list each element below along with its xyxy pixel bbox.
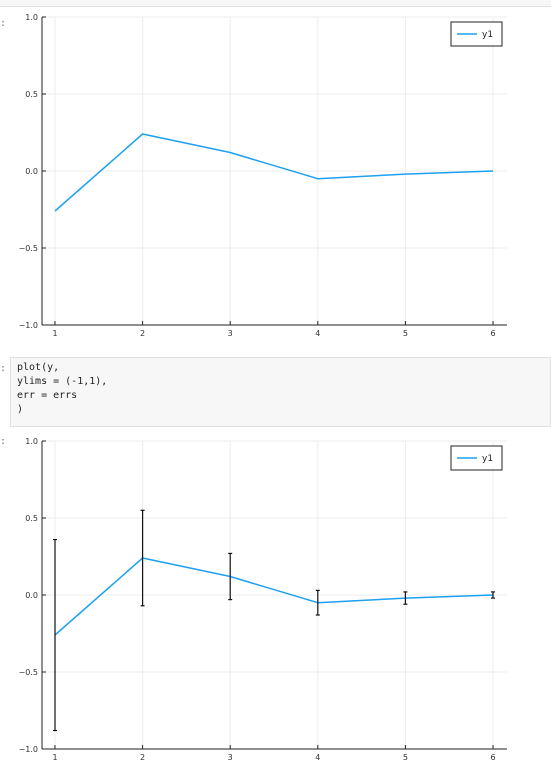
chart1-x-tick-label-2: 2	[140, 329, 145, 336]
chart2-legend-label-1: y1	[482, 454, 493, 464]
chart1-legend-label-1: y1	[482, 30, 493, 40]
chart1-x-tick-label-6: 6	[490, 329, 495, 336]
code-line-3: err = errs	[17, 390, 78, 401]
chart1-x-tick-label-3: 3	[228, 329, 233, 336]
chart2-y-tick-label-4: −0.5	[19, 668, 38, 677]
chart1-x-tick-label-4: 4	[315, 329, 320, 336]
code-cell[interactable]: plot(y, ylims = (-1,1), err = errs )	[10, 357, 551, 427]
chart2-x-tick-label-5: 5	[403, 753, 408, 760]
chart1-legend: y1	[450, 21, 503, 47]
input-prompt: :	[0, 363, 7, 374]
chart2-y-tick-label-3: 0.0	[25, 591, 38, 600]
chart2-series-line-1	[54, 557, 494, 636]
chart2-y-tick-label-5: −1.0	[19, 745, 38, 754]
code-line-2: ylims = (-1,1),	[17, 376, 108, 387]
previous-cell-edge	[0, 0, 551, 7]
chart1-x-tick-label-5: 5	[403, 329, 408, 336]
chart1-y-tick-label-1: 1.0	[25, 13, 38, 22]
output-prompt-1: :	[0, 18, 7, 29]
chart1-y-tick-label-3: 0.0	[25, 167, 38, 176]
output-prompt-2: :	[0, 436, 7, 447]
chart2-x-tick-label-2: 2	[140, 753, 145, 760]
chart2-x-tick-label-3: 3	[228, 753, 233, 760]
chart1-y-tick-label-4: −0.5	[19, 244, 38, 253]
chart2-y-tick-label-1: 1.0	[25, 437, 38, 446]
chart1-y-tick-label-5: −1.0	[19, 321, 38, 330]
chart2-legend: y1	[450, 445, 503, 471]
code-line-4: )	[17, 404, 24, 415]
chart2-x-tick-label-6: 6	[490, 753, 495, 760]
chart1-series-line-1	[54, 133, 494, 212]
chart2-x-tick-label-4: 4	[315, 753, 320, 760]
chart2-x-tick-label-1: 1	[52, 753, 57, 760]
code-line-1: plot(y,	[17, 362, 60, 373]
chart1-x-tick-label-1: 1	[52, 329, 57, 336]
line-chart-1: 1.0 0.5 0.0 −0.5 −1.0 1 2 3 4 5 6 y1	[19, 13, 507, 336]
chart1-y-tick-label-2: 0.5	[25, 90, 38, 99]
line-chart-with-error-bars: 1.0 0.5 0.0 −0.5 −1.0 1 2 3 4 5 6 y1	[19, 437, 507, 760]
chart2-y-tick-label-2: 0.5	[25, 514, 38, 523]
